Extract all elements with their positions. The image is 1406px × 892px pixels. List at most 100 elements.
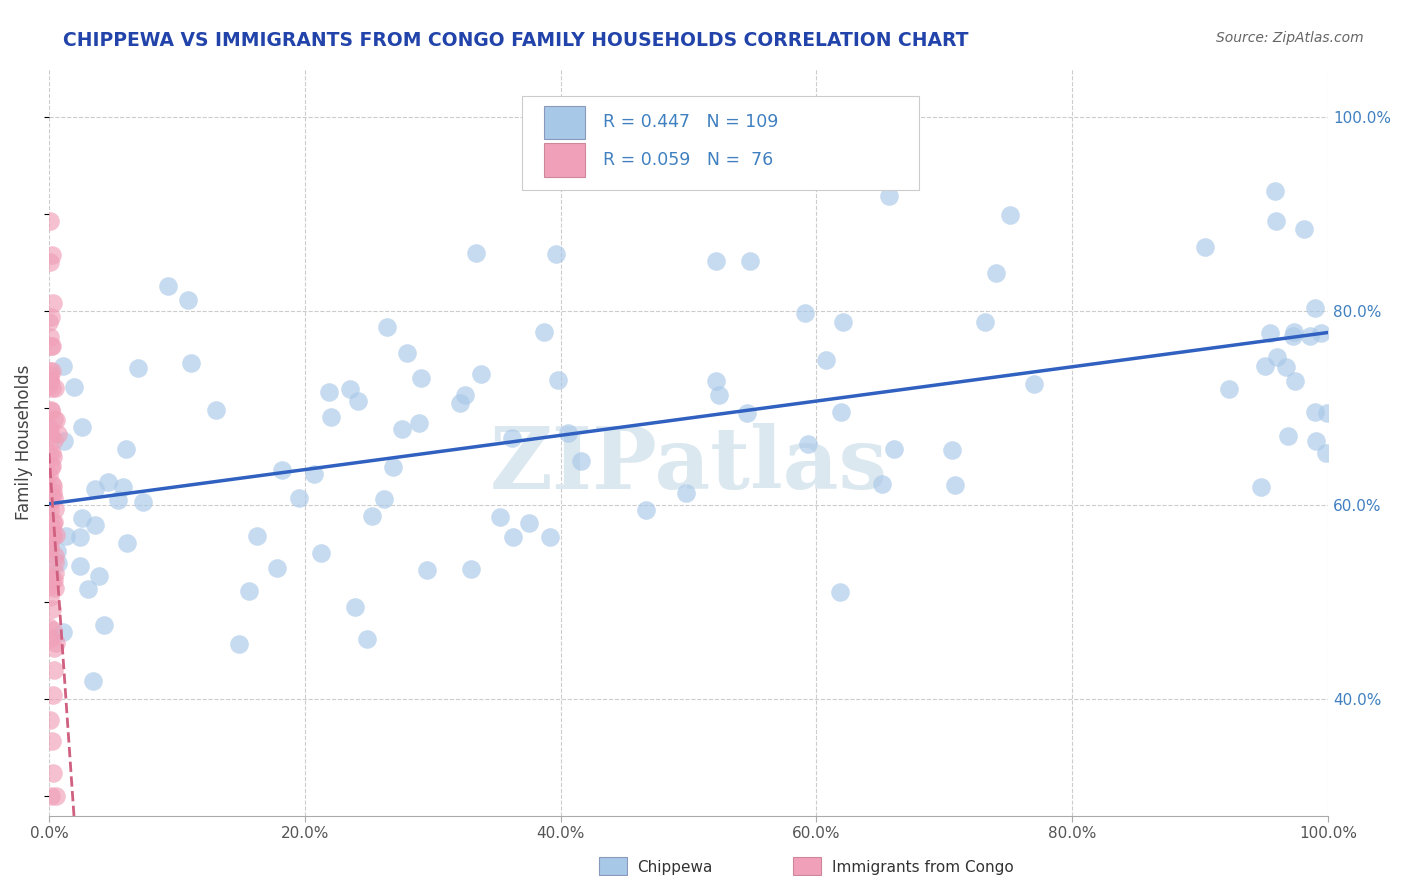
Point xyxy=(319,410,342,425)
FancyBboxPatch shape xyxy=(522,96,918,190)
Point xyxy=(1315,445,1337,459)
Point xyxy=(704,253,727,268)
Point xyxy=(1265,214,1288,228)
Point xyxy=(238,583,260,598)
Point xyxy=(998,208,1021,222)
Point xyxy=(42,485,65,500)
Point xyxy=(41,602,63,616)
Point xyxy=(69,530,91,544)
Point xyxy=(38,316,60,330)
Point xyxy=(46,426,69,441)
Point xyxy=(39,570,62,584)
Point xyxy=(318,384,340,399)
Point xyxy=(89,569,111,583)
Point xyxy=(470,367,492,381)
Point xyxy=(707,388,730,402)
Point xyxy=(82,674,104,689)
Point xyxy=(115,535,138,549)
Point xyxy=(356,632,378,646)
Point xyxy=(288,491,311,505)
Point xyxy=(547,373,569,387)
Point xyxy=(44,549,66,564)
Point xyxy=(39,374,62,388)
Point xyxy=(375,320,398,334)
Point xyxy=(44,566,66,580)
Point xyxy=(489,510,512,524)
Point xyxy=(63,380,86,394)
Point xyxy=(45,789,67,804)
Point xyxy=(1264,184,1286,198)
Point xyxy=(270,463,292,477)
Point xyxy=(1316,406,1339,420)
Point xyxy=(41,477,63,491)
Point xyxy=(38,422,60,436)
Point xyxy=(42,450,65,464)
FancyBboxPatch shape xyxy=(544,105,585,139)
Point xyxy=(41,574,63,588)
Point xyxy=(830,405,852,419)
Point xyxy=(39,789,62,804)
Point xyxy=(39,374,62,388)
Point xyxy=(52,359,75,374)
Point xyxy=(877,188,900,202)
Point xyxy=(127,360,149,375)
Point xyxy=(42,688,65,702)
Point xyxy=(39,403,62,417)
Point xyxy=(1267,351,1289,365)
Point xyxy=(39,339,62,353)
FancyBboxPatch shape xyxy=(793,857,821,875)
Point xyxy=(246,528,269,542)
Point xyxy=(1022,377,1045,392)
Point xyxy=(1277,429,1299,443)
Point xyxy=(1284,375,1306,389)
Point xyxy=(42,296,65,310)
Point xyxy=(1281,329,1303,343)
Point xyxy=(39,364,62,378)
Point xyxy=(41,490,63,504)
Text: CHIPPEWA VS IMMIGRANTS FROM CONGO FAMILY HOUSEHOLDS CORRELATION CHART: CHIPPEWA VS IMMIGRANTS FROM CONGO FAMILY… xyxy=(63,31,969,50)
Point xyxy=(538,530,561,544)
Point xyxy=(986,266,1008,280)
Point xyxy=(38,590,60,604)
Point xyxy=(111,480,134,494)
Point xyxy=(502,530,524,544)
Point xyxy=(41,364,63,378)
Point xyxy=(55,529,77,543)
Point xyxy=(1310,326,1333,340)
Point xyxy=(42,573,65,587)
Point xyxy=(157,278,180,293)
Point xyxy=(84,482,107,496)
Point xyxy=(373,491,395,506)
Point xyxy=(704,374,727,388)
Point xyxy=(304,467,326,481)
Point xyxy=(42,516,65,531)
Point xyxy=(974,315,997,329)
Point xyxy=(45,635,67,649)
Point xyxy=(69,559,91,574)
Point xyxy=(205,402,228,417)
Point xyxy=(38,446,60,460)
Point xyxy=(1303,404,1326,418)
Point xyxy=(1253,359,1275,374)
Point xyxy=(39,429,62,443)
Point xyxy=(39,459,62,474)
Point xyxy=(97,475,120,489)
Point xyxy=(42,528,65,542)
Point xyxy=(41,458,63,473)
Point xyxy=(396,345,419,359)
Text: R = 0.059   N =  76: R = 0.059 N = 76 xyxy=(603,151,773,169)
Point xyxy=(38,532,60,546)
Point xyxy=(38,421,60,435)
Point xyxy=(76,582,98,597)
Point xyxy=(411,370,433,384)
Point xyxy=(84,518,107,533)
Point xyxy=(42,491,65,505)
Point xyxy=(1194,240,1216,254)
Point xyxy=(42,515,65,529)
Point xyxy=(45,543,67,558)
Point xyxy=(544,247,567,261)
Point xyxy=(44,555,66,569)
Point xyxy=(1299,329,1322,343)
Point xyxy=(675,486,697,500)
Point xyxy=(344,599,367,614)
